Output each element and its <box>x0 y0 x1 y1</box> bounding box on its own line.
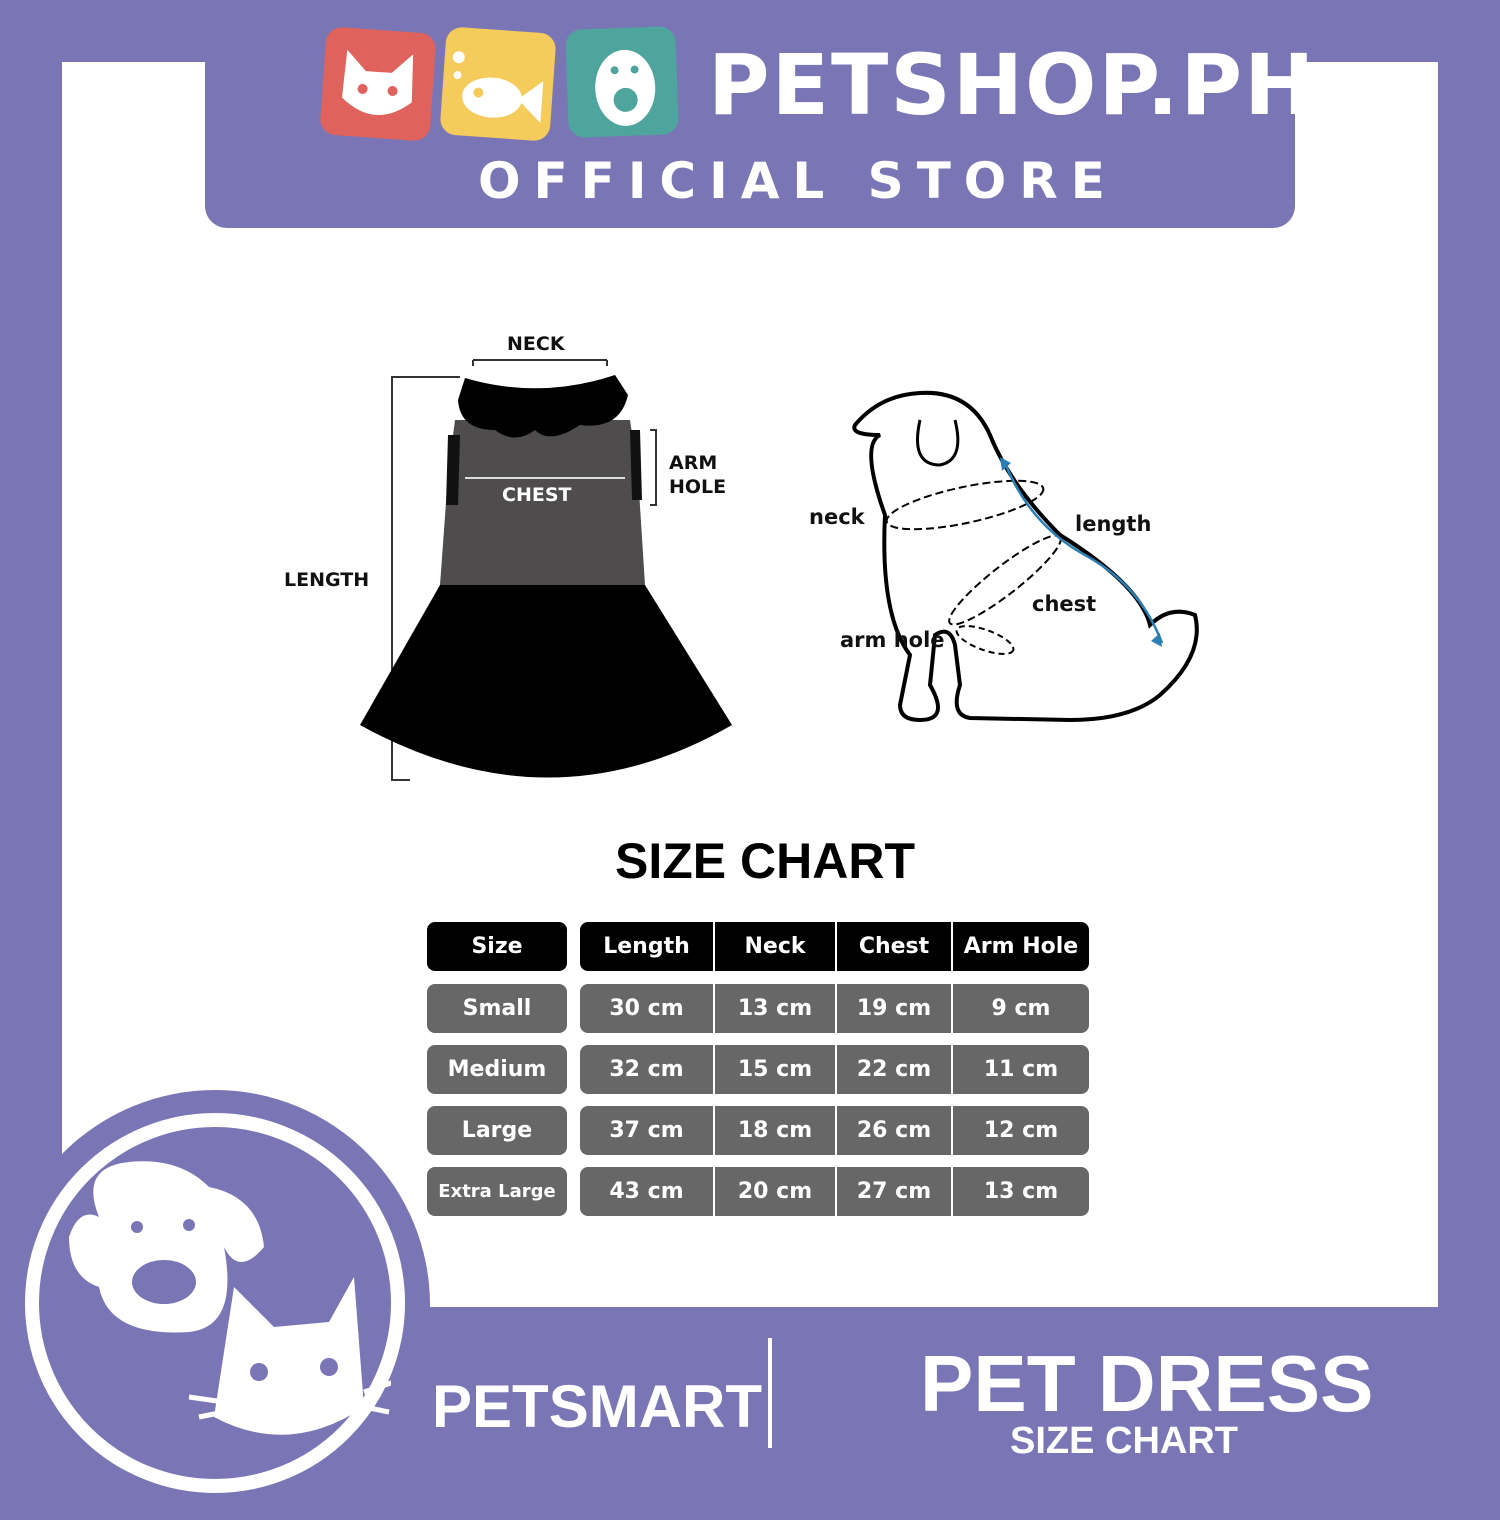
table-header-cell: Arm Hole <box>953 922 1089 971</box>
footer-divider <box>768 1338 772 1448</box>
table-cell: Small <box>427 984 567 1033</box>
dress-armhole-label-1: ARM <box>669 452 718 474</box>
dog-chest-label: chest <box>1032 592 1097 616</box>
table-cell: 37 cm <box>580 1106 713 1155</box>
size-chart-title: SIZE CHART <box>615 833 915 889</box>
dog-cat-logo-icon <box>69 1161 395 1435</box>
table-cell: Extra Large <box>427 1167 567 1216</box>
brand-tagline: OFFICIAL STORE <box>478 152 1118 210</box>
table-cell: 43 cm <box>580 1167 713 1216</box>
table-cell: 12 cm <box>953 1106 1089 1155</box>
content-panel <box>62 62 1438 1307</box>
dog-diagram <box>852 390 1199 723</box>
table-cell: 22 cm <box>837 1045 951 1094</box>
table-cell: Large <box>427 1106 567 1155</box>
dress-armhole-label-2: HOLE <box>669 476 727 498</box>
dog-neck-label: neck <box>809 505 865 529</box>
table-cell: 27 cm <box>837 1167 951 1216</box>
dress-neck-label: NECK <box>507 333 565 355</box>
dress-length-label: LENGTH <box>284 569 370 591</box>
table-cell: 20 cm <box>715 1167 835 1216</box>
dog-armhole-label: arm hole <box>840 628 945 652</box>
table-header-cell: Neck <box>715 922 835 971</box>
dress-diagram <box>360 359 732 781</box>
brand-name: PETSHOP.PH <box>708 36 1317 134</box>
product-subtitle: SIZE CHART <box>1010 1420 1238 1462</box>
table-cell: 18 cm <box>715 1106 835 1155</box>
fish-tile-icon <box>439 26 557 142</box>
table-cell: 13 cm <box>953 1167 1089 1216</box>
petsmart-logo <box>25 1113 405 1493</box>
table-header-cell: Length <box>580 922 713 971</box>
dress-chest-label: CHEST <box>502 484 572 506</box>
product-title: PET DRESS <box>920 1339 1374 1428</box>
table-cell: 30 cm <box>580 984 713 1033</box>
header-banner: PETSHOP.PH OFFICIAL STORE <box>205 0 1314 228</box>
table-cell: 9 cm <box>953 984 1089 1033</box>
table-cell: 32 cm <box>580 1045 713 1094</box>
table-cell: 15 cm <box>715 1045 835 1094</box>
table-cell: 26 cm <box>837 1106 951 1155</box>
dog-length-label: length <box>1075 512 1152 536</box>
cat-tile-icon <box>319 26 437 142</box>
table-cell: 19 cm <box>837 984 951 1033</box>
table-cell: 11 cm <box>953 1045 1089 1094</box>
footer-brand: PETSMART <box>432 1373 762 1440</box>
table-cell: Medium <box>427 1045 567 1094</box>
table-header-cell: Chest <box>837 922 951 971</box>
dog-tile-icon <box>565 26 679 138</box>
table-header-cell: Size <box>427 922 567 971</box>
table-cell: 13 cm <box>715 984 835 1033</box>
